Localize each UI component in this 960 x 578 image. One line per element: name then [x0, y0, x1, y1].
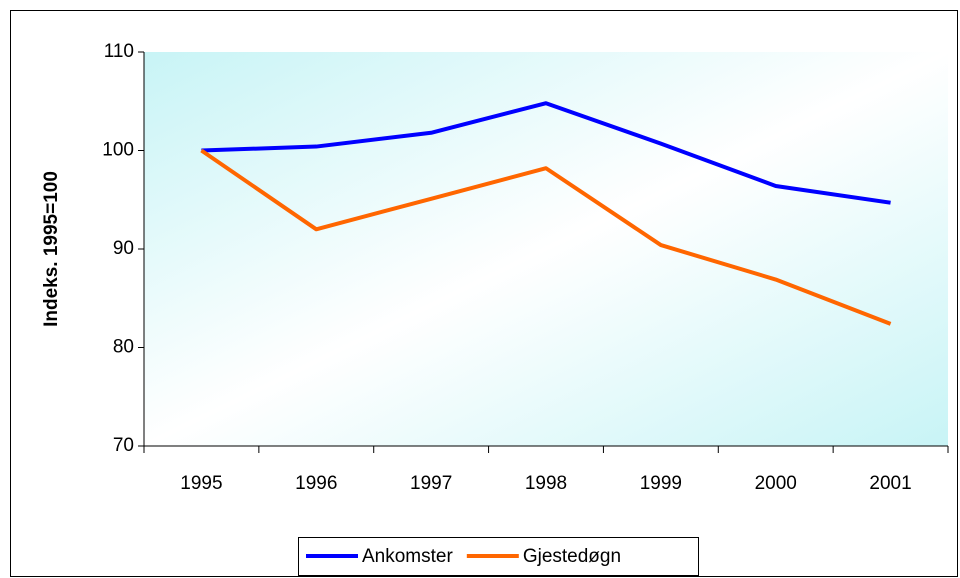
- x-tick-label: 2001: [869, 473, 911, 494]
- data-line: [200, 148, 892, 326]
- legend-label: Gjestedøgn: [523, 546, 621, 567]
- plot-area: [144, 52, 948, 446]
- legend-label: Ankomster: [362, 546, 453, 567]
- y-tick-label: 80: [113, 337, 134, 358]
- x-tick-label: 1996: [295, 473, 337, 494]
- x-tick-label: 1999: [640, 473, 682, 494]
- x-tick-label: 1998: [525, 473, 567, 494]
- y-tick-label: 90: [113, 238, 134, 259]
- y-tick-label: 110: [104, 41, 134, 62]
- data-line: [201, 101, 891, 205]
- y-axis-label: Indeks. 1995=100: [41, 171, 62, 327]
- y-tick-label: 100: [102, 140, 134, 161]
- x-tick-label: 1995: [180, 473, 222, 494]
- x-tick-label: 1997: [410, 473, 452, 494]
- y-tick-label: 70: [113, 435, 134, 456]
- x-tick-label: 2000: [755, 473, 797, 494]
